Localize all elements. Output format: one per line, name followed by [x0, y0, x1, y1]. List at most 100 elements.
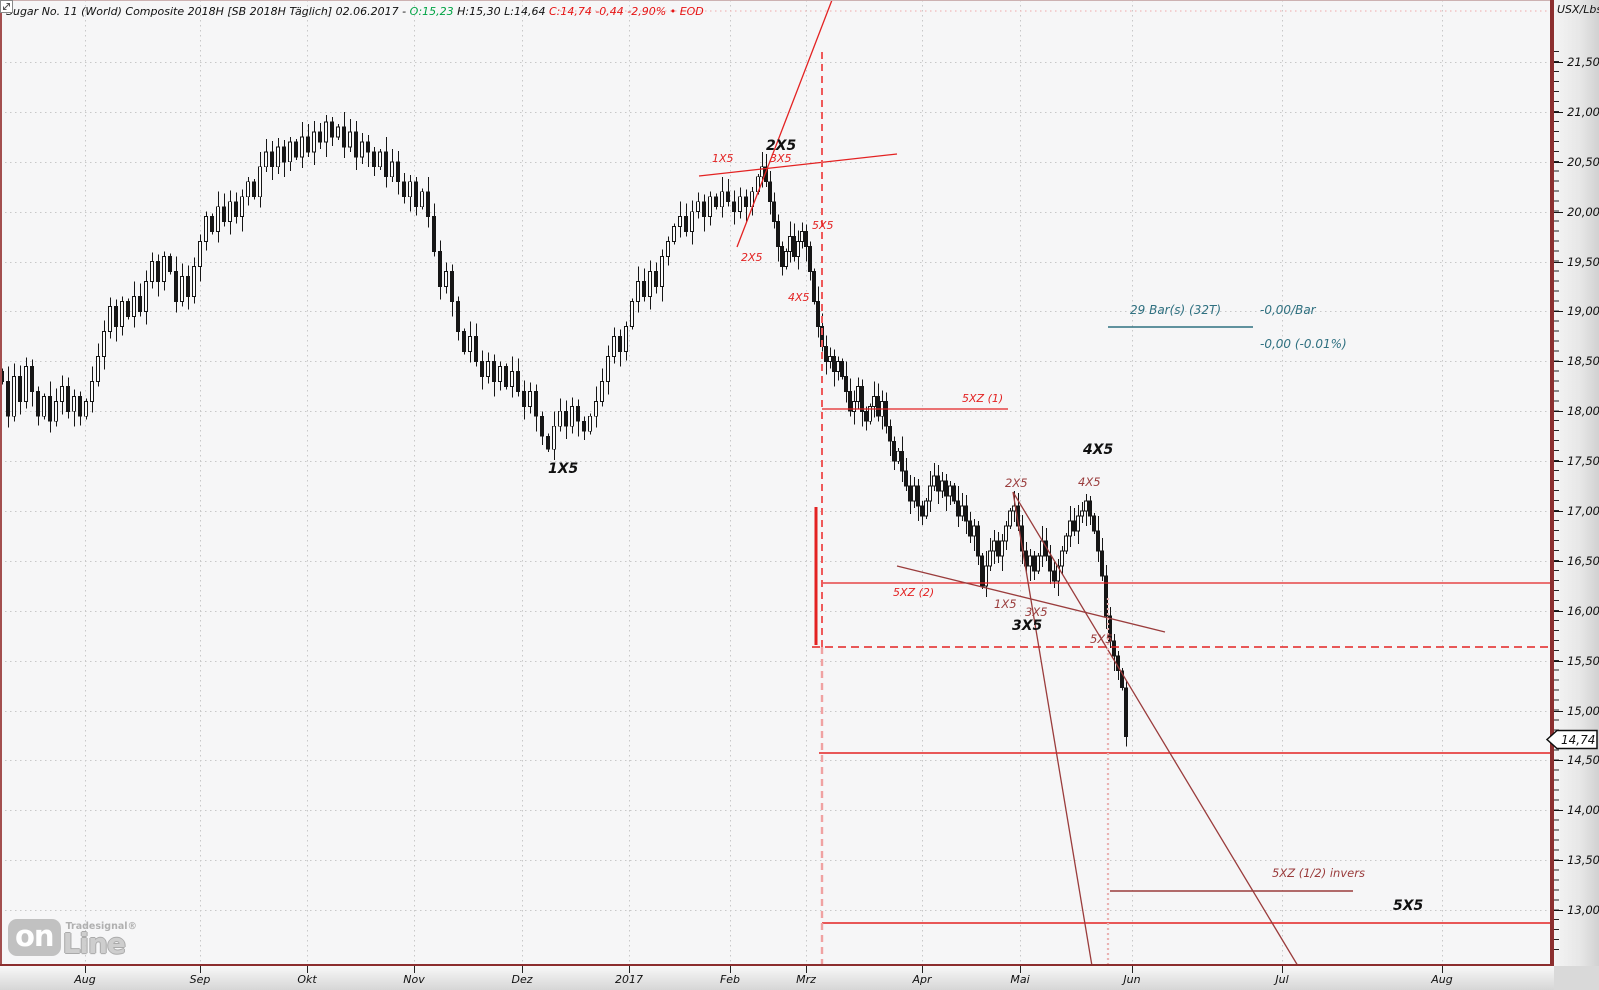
price-axis-label: 17,50 — [1567, 454, 1599, 468]
time-axis-tick — [85, 966, 86, 973]
price-axis-major-tick — [1554, 62, 1563, 63]
plot-frame-left — [0, 0, 2, 966]
price-axis-major-tick — [1554, 311, 1563, 312]
time-axis-tick — [1132, 966, 1133, 973]
annotation-label: 5XZ (2) — [893, 586, 935, 599]
price-axis-label: 21,50 — [1567, 55, 1599, 69]
price-axis-minor-ticks — [1554, 42, 1559, 956]
time-axis-label: Jul — [1275, 973, 1289, 986]
annotation-label: 4X5 — [1083, 442, 1114, 458]
price-axis-label: 19,50 — [1567, 255, 1599, 269]
price-axis-label: 18,00 — [1567, 404, 1599, 418]
annotation-label: 1X5 — [712, 152, 734, 165]
annotation-label: 5X5 — [1090, 632, 1113, 646]
price-axis-major-tick — [1554, 361, 1563, 362]
instrument-header: Sugar No. 11 (World) Composite 2018H [SB… — [6, 5, 704, 18]
price-axis-major-tick — [1554, 561, 1563, 562]
price-axis-label: 13,00 — [1567, 903, 1599, 917]
price-axis-label: 15,00 — [1567, 704, 1599, 718]
annotation-label: 5XZ (1) — [962, 392, 1004, 405]
price-axis-major-tick — [1554, 810, 1563, 811]
time-axis-label: Jun — [1123, 973, 1141, 986]
measure-bars-label: 29 Bar(s) (32T) — [1130, 303, 1221, 317]
price-axis-major-tick — [1554, 511, 1563, 512]
annotation-label: 2X5 — [766, 138, 797, 154]
price-axis-unit: USX/Lbs — [1557, 3, 1599, 16]
price-axis-major-tick — [1554, 262, 1563, 263]
logo-line-text: Line — [62, 927, 126, 961]
price-axis-major-tick — [1554, 162, 1563, 163]
price-axis-label: 14,00 — [1567, 803, 1599, 817]
time-axis-label: 2017 — [615, 973, 643, 986]
tradesignal-watermark: on Tradesignal® Line — [8, 919, 137, 961]
price-axis-label: 20,00 — [1567, 205, 1599, 219]
time-axis-tick — [1282, 966, 1283, 973]
measure-total-label: -0,00 (-0.01%) — [1260, 337, 1347, 351]
last-price-marker-text: 14,74 — [1561, 733, 1595, 747]
price-axis-major-tick — [1554, 112, 1563, 113]
annotation-label: 4X5 — [788, 291, 810, 304]
price-axis-major-tick — [1554, 711, 1563, 712]
time-axis-label: Sep — [189, 973, 211, 986]
time-axis-label: Aug — [74, 973, 96, 986]
time-axis-tick — [200, 966, 201, 973]
time-axis-label: Mrz — [796, 973, 816, 986]
price-axis-major-tick — [1554, 611, 1563, 612]
time-axis-label: Okt — [297, 973, 317, 986]
chart-plot-area[interactable]: Sugar No. 11 (World) Composite 2018H [SB… — [0, 0, 1552, 966]
annotation-label: 1X5 — [548, 461, 579, 477]
time-axis[interactable]: Aug Sep Okt Nov Dez 2017 Feb Mrz Apr Mai Jun Jul Aug — [0, 966, 1599, 990]
price-axis-label: 19,00 — [1567, 304, 1599, 318]
resize-handle-icon[interactable] — [0, 0, 14, 14]
price-axis-label: 15,50 — [1567, 654, 1599, 668]
time-axis-label: Mai — [1010, 973, 1030, 986]
time-axis-label: Apr — [912, 973, 932, 986]
price-axis[interactable]: USX/Lbs 21,50 21,00 20,50 20,00 19,50 19,00 18… — [1552, 0, 1599, 966]
time-axis-label: Feb — [719, 973, 741, 986]
eod-badge: • EOD — [669, 5, 704, 18]
time-axis-tick — [806, 966, 807, 973]
time-axis-label: Aug — [1431, 973, 1453, 986]
annotation-label: 5X5 — [812, 219, 834, 232]
price-axis-major-tick — [1554, 760, 1563, 761]
annotation-label: 5XZ (1/2) invers — [1272, 866, 1365, 880]
high-low-values: H:15,30 L:14,64 — [453, 5, 549, 18]
time-axis-tick — [1020, 966, 1021, 973]
axis-corner — [1554, 966, 1599, 990]
candles-group — [0, 111, 1129, 747]
annotation-lines-group — [560, 0, 1550, 966]
price-axis-major-tick — [1554, 661, 1563, 662]
annotation-label: 4X5 — [1078, 475, 1101, 489]
close-change-values: C:14,74 -0,44 -2,90% — [548, 5, 670, 18]
price-axis-major-tick — [1554, 910, 1563, 911]
measure-per-bar-label: -0,00/Bar — [1260, 303, 1316, 317]
price-axis-label: 14,50 — [1567, 753, 1599, 767]
time-axis-tick — [1442, 966, 1443, 973]
time-axis-tick — [414, 966, 415, 973]
price-axis-label: 13,50 — [1567, 853, 1599, 867]
time-axis-tick — [730, 966, 731, 973]
annotation-label: 3X5 — [1025, 605, 1048, 619]
price-axis-major-tick — [1554, 212, 1563, 213]
plot-frame-top — [0, 0, 1552, 1]
last-price-marker: 14,74 — [1545, 729, 1598, 750]
price-axis-label: 16,50 — [1567, 554, 1599, 568]
time-axis-tick — [522, 966, 523, 973]
price-axis-major-tick — [1554, 461, 1563, 462]
price-axis-label: 18,50 — [1567, 354, 1599, 368]
annotation-label: 2X5 — [741, 251, 763, 264]
time-axis-tick — [629, 966, 630, 973]
price-axis-label: 16,00 — [1567, 604, 1599, 618]
annotation-label: 3X5 — [1012, 618, 1043, 634]
price-axis-major-tick — [1554, 860, 1563, 861]
annotation-label: 2X5 — [1005, 476, 1028, 490]
price-axis-major-tick — [1554, 411, 1563, 412]
instrument-title: Sugar No. 11 (World) Composite 2018H [SB… — [6, 5, 410, 18]
time-axis-tick — [922, 966, 923, 973]
annotation-label: 3X5 — [770, 152, 792, 165]
open-value: O:15,23 — [409, 5, 454, 18]
annotation-label: 1X5 — [994, 597, 1017, 611]
time-axis-tick — [307, 966, 308, 973]
time-axis-label: Nov — [403, 973, 425, 986]
